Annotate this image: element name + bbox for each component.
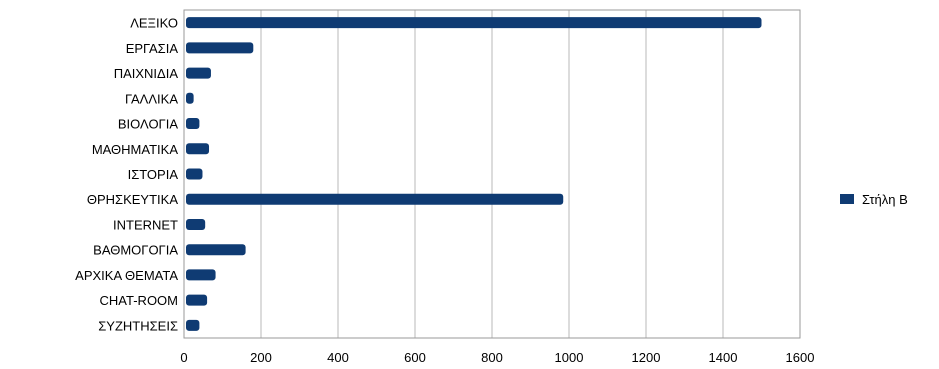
bar: [186, 244, 246, 256]
category-label: ΜΑΘΗΜΑΤΙΚΑ: [92, 142, 178, 157]
x-axis-tick-labels: 0 200 400 600 800 1000 1200 1400 1600: [180, 350, 814, 365]
bar: [186, 218, 206, 230]
category-label: ΑΡΧΙΚΑ ΘΕΜΑΤΑ: [75, 268, 178, 283]
bar: [186, 92, 194, 104]
category-label: CHAT-ROOM: [100, 293, 178, 308]
plot-frame: [183, 9, 801, 339]
category-label: ΒΙΟΛΟΓΙΑ: [118, 117, 178, 132]
bar: [186, 17, 762, 29]
bar: [186, 168, 203, 180]
bars: [186, 17, 762, 331]
legend: Στήλη Β: [840, 192, 908, 207]
category-label: ΒΑΘΜΟΓΟΓΙΑ: [93, 243, 178, 258]
x-tick-label: 1000: [555, 350, 584, 365]
x-tick-label: 1400: [709, 350, 738, 365]
category-label: ΕΡΓΑΣΙΑ: [126, 41, 179, 56]
x-tick-label: 800: [481, 350, 503, 365]
bar: [186, 319, 200, 331]
legend-swatch: [840, 194, 854, 204]
category-labels: ΛΕΞΙΚΟ ΕΡΓΑΣΙΑ ΠΑΙΧΝΙΔΙΑ ΓΑΛΛΙΚΑ ΒΙΟΛΟΓΙΑ ΜΑΘ…: [75, 16, 178, 334]
category-label: INTERNET: [113, 217, 178, 232]
category-label: ΣΥΖΗΤΗΣΕΙΣ: [98, 318, 178, 333]
bar: [186, 294, 208, 306]
x-tick-label: 0: [180, 350, 187, 365]
gridlines: [260, 10, 724, 338]
category-label: ΠΑΙΧΝΙΔΙΑ: [114, 66, 179, 81]
bar: [186, 143, 210, 155]
x-tick-label: 1200: [632, 350, 661, 365]
category-label: ΓΑΛΛΙΚΑ: [125, 91, 178, 106]
bar: [186, 42, 254, 54]
bar: [186, 118, 200, 130]
bar: [186, 67, 211, 79]
legend-label: Στήλη Β: [862, 192, 908, 207]
x-tick-label: 400: [327, 350, 349, 365]
bar: [186, 269, 216, 281]
category-label: ΛΕΞΙΚΟ: [130, 16, 178, 31]
category-label: ΙΣΤΟΡΙΑ: [128, 167, 179, 182]
x-tick-label: 200: [250, 350, 272, 365]
x-tick-label: 600: [404, 350, 426, 365]
category-label: ΘΡΗΣΚΕΥΤΙΚΑ: [87, 192, 178, 207]
bar: [186, 193, 564, 205]
x-tick-label: 1600: [786, 350, 815, 365]
